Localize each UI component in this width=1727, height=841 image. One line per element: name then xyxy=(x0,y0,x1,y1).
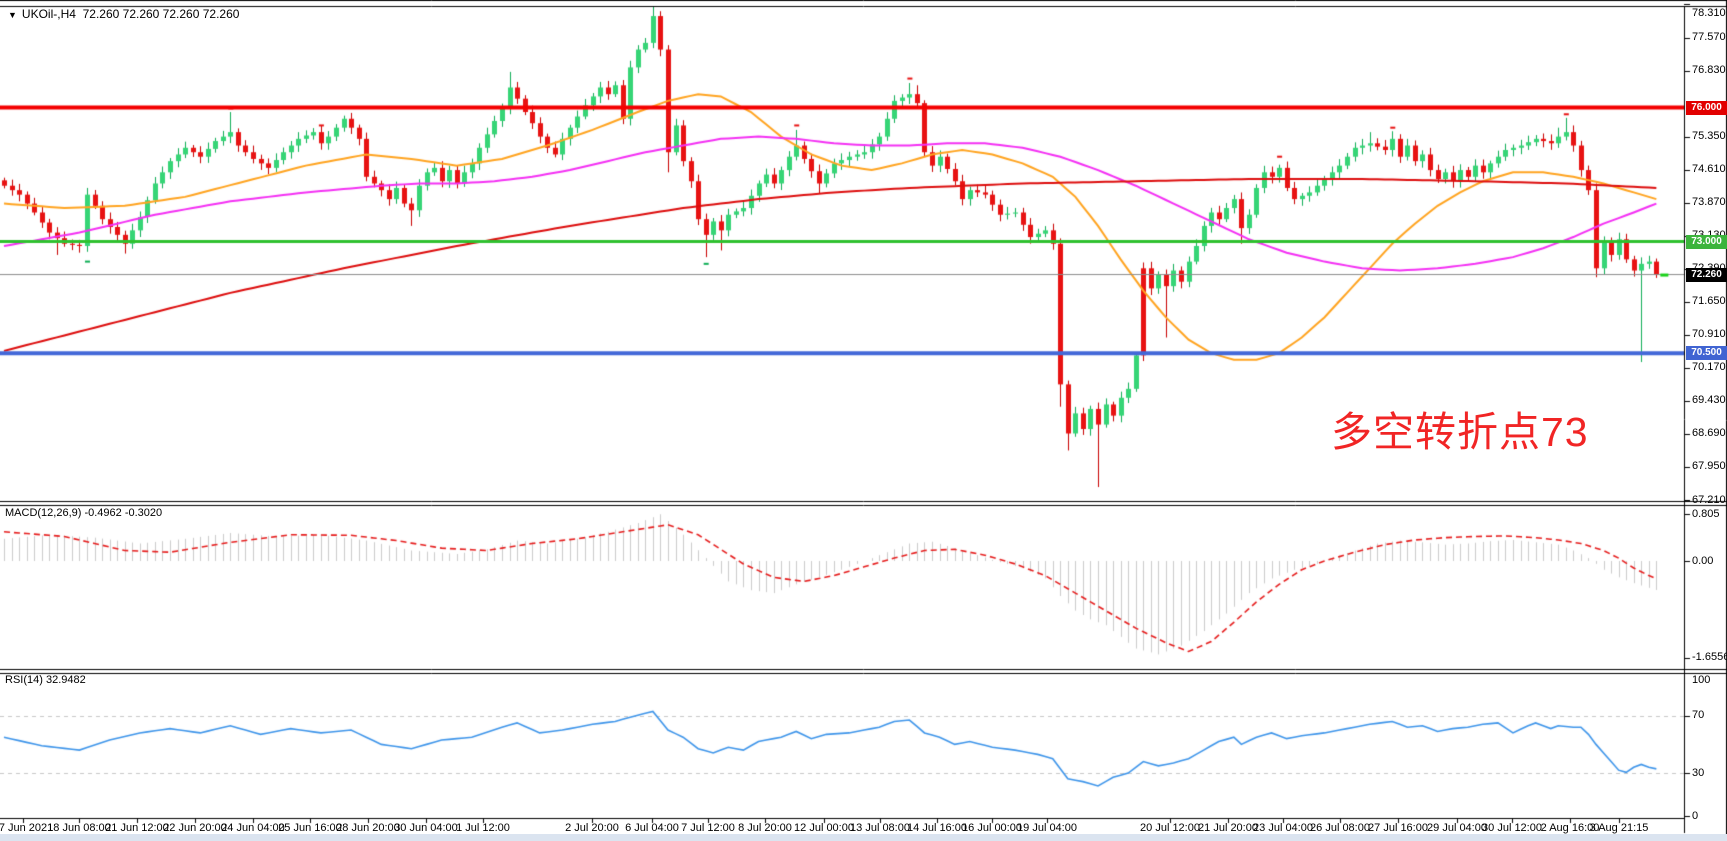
price-tick-label: 77.570 xyxy=(1692,31,1726,43)
price-badge-76-000: 76.000 xyxy=(1686,100,1727,115)
time-axis-label: 1 Jul 12:00 xyxy=(456,822,510,834)
time-axis-label: 20 Jul 12:00 xyxy=(1140,822,1200,834)
time-axis-label: 19 Jul 04:00 xyxy=(1017,822,1077,834)
time-axis-label: 23 Jul 04:00 xyxy=(1253,822,1313,834)
price-tick-label: 69.430 xyxy=(1692,394,1726,407)
time-axis-label: 13 Jul 08:00 xyxy=(850,822,910,834)
time-axis-label: 17 Jun 2021 xyxy=(0,822,54,834)
time-axis-label: 30 Jul 12:00 xyxy=(1482,822,1542,834)
time-axis-label: 21 Jul 20:00 xyxy=(1198,822,1258,834)
time-axis-label: 6 Jul 04:00 xyxy=(625,822,679,834)
chevron-down-icon[interactable]: ▼ xyxy=(8,10,17,20)
symbol-period-label: UKOil-,H4 xyxy=(21,7,76,21)
macd-tick-label: 0.00 xyxy=(1692,554,1714,567)
price-badge-73-000: 73.000 xyxy=(1686,234,1727,249)
time-axis-label: 7 Jul 12:00 xyxy=(681,822,735,834)
rsi-tick-label: 0 xyxy=(1692,809,1699,822)
macd-tick-label: -1.6556 xyxy=(1692,651,1727,664)
rsi-tick-label: 70 xyxy=(1692,709,1705,722)
symbol-info-bar: ▼ UKOil-,H4 72.260 72.260 72.260 72.260 xyxy=(8,7,239,21)
rsi-tick-label: 100 xyxy=(1692,674,1711,686)
time-axis-label: 18 Jun 08:00 xyxy=(47,822,111,834)
time-axis-label: 24 Jun 04:00 xyxy=(221,822,285,834)
time-axis-label: 2 Aug 16:00 xyxy=(1540,822,1600,834)
price-badge-70-500: 70.500 xyxy=(1686,346,1727,361)
price-tick-label: 70.910 xyxy=(1692,328,1726,341)
price-badge-72-260: 72.260 xyxy=(1686,267,1727,282)
time-axis-label: 2 Jul 20:00 xyxy=(565,822,619,834)
time-axis-label: 28 Jun 20:00 xyxy=(336,822,400,834)
time-axis-label: 16 Jul 00:00 xyxy=(962,822,1022,834)
price-tick-label: 70.170 xyxy=(1692,361,1726,374)
time-axis-label: 21 Jun 12:00 xyxy=(105,822,169,834)
price-tick-label: 67.950 xyxy=(1692,460,1726,473)
price-tick-label: 71.650 xyxy=(1692,295,1726,308)
rsi-indicator-label: RSI(14) 32.9482 xyxy=(5,674,86,686)
price-tick-label: 75.350 xyxy=(1692,130,1726,143)
time-axis-label: 25 Jun 16:00 xyxy=(278,822,342,834)
price-tick-label: 73.870 xyxy=(1692,196,1726,209)
price-tick-label: 67.210 xyxy=(1692,493,1726,506)
time-axis-label: 3 Aug 21:15 xyxy=(1589,822,1649,834)
time-axis-label: 8 Jul 20:00 xyxy=(738,822,792,834)
price-tick-label: 74.610 xyxy=(1692,163,1726,176)
time-axis-label: 14 Jul 16:00 xyxy=(907,822,967,834)
price-tick-label: 76.830 xyxy=(1692,64,1726,77)
ohlc-quote-label: 72.260 72.260 72.260 72.260 xyxy=(82,7,240,21)
annotation-text: 多空转折点73 xyxy=(1331,409,1589,455)
time-axis-label: 12 Jul 00:00 xyxy=(794,822,854,834)
price-tick-label: 78.310 xyxy=(1692,7,1726,19)
time-axis-label: 22 Jun 20:00 xyxy=(163,822,227,834)
rsi-tick-label: 30 xyxy=(1692,766,1705,779)
time-axis-label: 26 Jul 08:00 xyxy=(1310,822,1370,834)
window-bottom-strip xyxy=(0,834,1727,841)
macd-tick-label: 0.805 xyxy=(1692,508,1720,520)
price-tick-label: 68.690 xyxy=(1692,427,1726,440)
time-axis-label: 27 Jul 16:00 xyxy=(1368,822,1428,834)
time-axis-label: 30 Jun 04:00 xyxy=(394,822,458,834)
time-axis-label: 29 Jul 04:00 xyxy=(1427,822,1487,834)
macd-indicator-label: MACD(12,26,9) -0.4962 -0.3020 xyxy=(5,507,163,519)
